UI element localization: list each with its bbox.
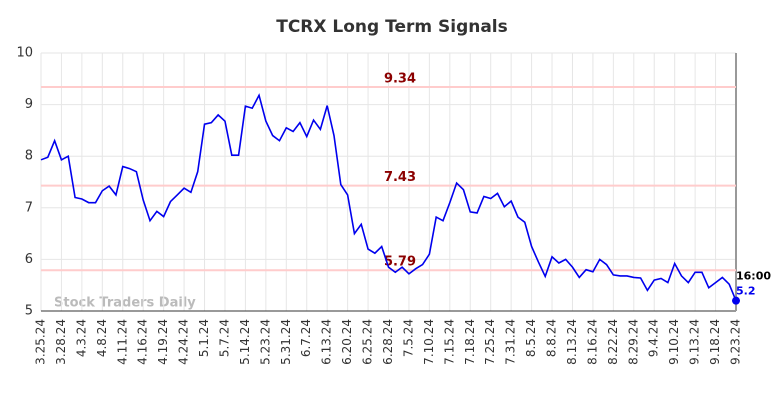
y-tick-label: 9 [25,97,33,112]
x-tick-label: 8.13.24 [565,319,579,365]
x-tick-label: 7.10.24 [422,319,436,365]
x-tick-label: 7.5.24 [401,319,415,357]
x-tick-label: 6.28.24 [381,319,395,365]
y-tick-label: 5 [25,304,33,319]
x-tick-label: 8.22.24 [606,319,620,365]
x-tick-label: 4.11.24 [115,319,129,365]
x-tick-label: 6.20.24 [340,319,354,365]
x-tick-label: 9.10.24 [667,319,681,365]
x-tick-label: 4.24.24 [177,319,191,365]
signal-label: 9.34 [384,72,416,87]
x-tick-label: 9.4.24 [647,319,661,357]
x-tick-label: 9.13.24 [688,319,702,365]
x-tick-label: 7.18.24 [463,319,477,365]
y-tick-label: 8 [25,149,33,164]
x-tick-label: 8.16.24 [585,319,599,365]
x-tick-label: 5.7.24 [217,319,231,357]
price-line [40,93,737,301]
watermark: Stock Traders Daily [54,296,196,311]
x-tick-label: 6.25.24 [361,319,375,365]
x-tick-label: 8.8.24 [545,319,559,357]
x-tick-label: 3.25.24 [34,319,48,365]
chart-title: TCRX Long Term Signals [276,17,508,37]
x-tick-label: 5.31.24 [279,319,293,365]
signal-label: 7.43 [384,170,416,185]
last-value-label: 5.2 [736,285,756,298]
x-tick-label: 4.3.24 [74,319,88,357]
x-tick-label: 7.15.24 [442,319,456,365]
time-label: 16:00 [736,270,771,283]
signal-label: 5.79 [384,255,416,270]
x-tick-label: 8.29.24 [626,319,640,365]
x-tick-label: 5.23.24 [258,319,272,365]
x-tick-label: 7.25.24 [483,319,497,365]
x-tick-label: 5.14.24 [238,319,252,365]
x-tick-label: 4.19.24 [156,319,170,365]
last-point [732,296,740,305]
y-tick-label: 7 [25,200,33,215]
y-tick-label: 10 [16,46,33,61]
x-tick-label: 9.18.24 [708,319,722,365]
x-tick-label: 4.8.24 [95,319,109,357]
x-tick-label: 6.7.24 [299,319,313,357]
y-tick-label: 6 [25,252,33,267]
x-tick-label: 6.13.24 [320,319,334,365]
x-tick-label: 8.5.24 [524,319,538,357]
x-tick-label: 5.1.24 [197,319,211,357]
x-tick-label: 9.23.24 [729,319,743,365]
x-tick-label: 4.16.24 [136,319,150,365]
x-tick-label: 7.31.24 [504,319,518,365]
x-tick-label: 3.28.24 [54,319,68,365]
